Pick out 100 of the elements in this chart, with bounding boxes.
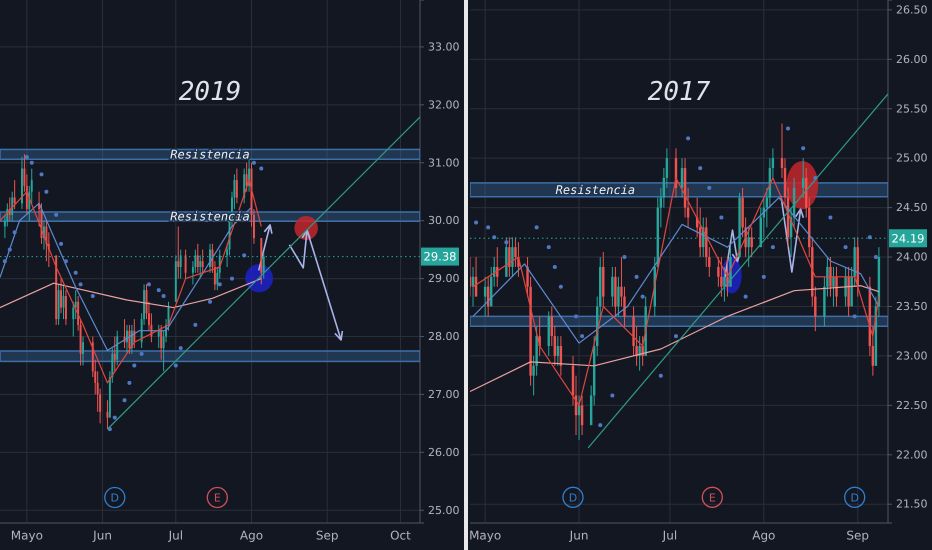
point bbox=[146, 282, 151, 286]
point bbox=[193, 322, 198, 327]
y-tick-label: 23.50 bbox=[896, 300, 928, 314]
point bbox=[640, 294, 645, 299]
candlestick bbox=[128, 324, 130, 354]
candlestick bbox=[486, 276, 490, 317]
ref-line-label: 24.19 bbox=[892, 231, 924, 246]
point bbox=[580, 334, 584, 338]
candlestick bbox=[580, 394, 584, 436]
point bbox=[504, 240, 508, 244]
candlestick bbox=[160, 324, 162, 360]
point bbox=[12, 230, 17, 234]
x-tick-label: Jul bbox=[168, 528, 184, 543]
point bbox=[40, 172, 44, 176]
point bbox=[64, 259, 68, 264]
point bbox=[218, 282, 222, 286]
y-tick-label: 22.50 bbox=[896, 398, 928, 412]
y-tick-label: 25.00 bbox=[896, 152, 928, 165]
candlestick bbox=[560, 336, 562, 376]
candlestick bbox=[750, 226, 753, 258]
point bbox=[762, 274, 766, 279]
y-tick-label: 32.00 bbox=[428, 98, 460, 112]
candlestick bbox=[508, 236, 511, 278]
candlestick bbox=[64, 290, 67, 326]
x-tick-label: Mayo bbox=[10, 528, 43, 543]
point bbox=[534, 225, 539, 230]
point bbox=[801, 146, 806, 150]
x-tick-label: Ago bbox=[240, 528, 264, 543]
candlestick bbox=[236, 168, 238, 204]
candlestick bbox=[246, 162, 248, 192]
point bbox=[658, 374, 663, 378]
point bbox=[874, 255, 878, 260]
candlestick bbox=[578, 394, 580, 440]
y-tick-label: 22.00 bbox=[896, 448, 928, 462]
y-tick-label: 30.00 bbox=[428, 214, 460, 228]
point bbox=[2, 259, 7, 264]
point bbox=[59, 242, 64, 246]
point bbox=[828, 216, 832, 220]
y-tick-label: 26.00 bbox=[428, 446, 460, 459]
annotation: E bbox=[708, 491, 716, 504]
point bbox=[552, 264, 557, 269]
y-tick-label: 29.00 bbox=[428, 272, 460, 286]
point bbox=[786, 126, 790, 131]
candlestick bbox=[474, 256, 478, 298]
point bbox=[230, 276, 234, 281]
point bbox=[162, 294, 166, 298]
candlestick bbox=[184, 249, 187, 280]
annotation: D bbox=[568, 491, 578, 504]
x-tick-label: Ago bbox=[752, 528, 776, 543]
point bbox=[112, 416, 117, 420]
candlestick bbox=[829, 256, 832, 298]
point bbox=[178, 346, 183, 350]
y-tick-label: 24.50 bbox=[896, 201, 928, 214]
candlestick bbox=[720, 256, 723, 298]
x-tick-label: Jul bbox=[662, 528, 678, 543]
point bbox=[140, 352, 144, 356]
y-tick-label: 33.00 bbox=[428, 40, 460, 54]
y-tick-label: 21.50 bbox=[896, 498, 928, 511]
candlestick bbox=[844, 266, 847, 307]
x-tick-label: Sep bbox=[846, 528, 870, 543]
point bbox=[44, 190, 48, 194]
x-tick-label: Mayo bbox=[469, 528, 502, 543]
annotation: D bbox=[850, 491, 859, 504]
point bbox=[719, 216, 724, 220]
point bbox=[852, 314, 857, 318]
point bbox=[707, 186, 712, 190]
point bbox=[674, 334, 678, 338]
candlestick bbox=[617, 276, 620, 317]
candlestick bbox=[82, 336, 84, 366]
line-series bbox=[472, 197, 880, 344]
band-label: Resistencia bbox=[170, 147, 250, 162]
point bbox=[122, 398, 127, 402]
point bbox=[54, 212, 58, 217]
candlestick bbox=[638, 336, 641, 372]
y-tick-label: 31.00 bbox=[428, 156, 460, 170]
point bbox=[610, 393, 614, 398]
point bbox=[78, 282, 83, 286]
candlestick bbox=[556, 336, 560, 366]
point bbox=[132, 363, 136, 368]
candlestick bbox=[14, 180, 16, 210]
point bbox=[622, 255, 626, 260]
point bbox=[30, 160, 34, 165]
point bbox=[474, 220, 478, 224]
candlestick bbox=[11, 191, 14, 222]
point bbox=[686, 136, 690, 140]
candlestick bbox=[106, 400, 108, 430]
point bbox=[174, 363, 178, 368]
candlestick bbox=[62, 284, 64, 320]
point bbox=[744, 294, 748, 299]
candlestick bbox=[723, 266, 726, 302]
line-series bbox=[0, 202, 252, 352]
y-tick-label: 24.00 bbox=[896, 250, 928, 264]
y-tick-label: 23.00 bbox=[896, 349, 928, 362]
candlestick bbox=[60, 278, 62, 314]
text: 2017 bbox=[648, 77, 711, 107]
text: 2019 bbox=[178, 77, 242, 107]
point bbox=[127, 380, 132, 385]
point bbox=[868, 235, 872, 240]
ref-line-label: 29.38 bbox=[424, 250, 456, 264]
candlestick bbox=[116, 330, 118, 366]
